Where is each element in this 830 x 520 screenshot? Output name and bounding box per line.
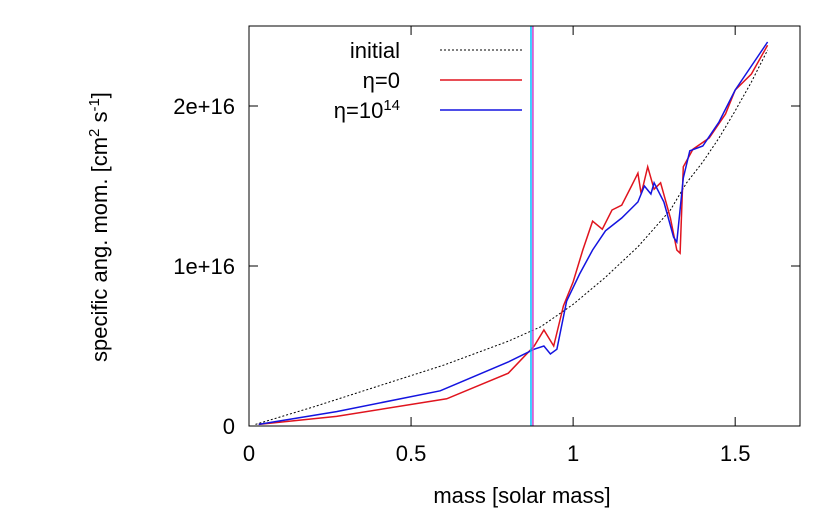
legend-label-text: η=10 [334,98,384,123]
legend-label: initial [350,38,400,63]
y-tick-label: 2e+16 [173,94,235,119]
y-tick-label: 1e+16 [173,254,235,279]
x-axis-label: mass [solar mass] [433,483,610,508]
x-tick-label: 1 [567,441,579,466]
series-line [255,49,769,425]
y-axis-label-part: 2 [86,129,103,137]
series-line [258,44,769,426]
legend-label: η=0 [363,68,400,93]
legend-label-text: η=0 [363,68,400,93]
legend-label-sup: 14 [383,97,400,114]
y-axis-label: specific ang. mom. [cm2 s-1] [86,92,113,362]
plot-frame [248,25,801,427]
y-axis-label-part: ] [87,92,112,98]
x-tick-label: 0 [243,441,255,466]
legend-label: η=1014 [334,97,400,124]
x-tick-label: 1.5 [720,441,751,466]
y-tick-label: 0 [223,414,235,439]
x-tick-label: 0.5 [396,441,427,466]
y-axis-label-part: specific ang. mom. [cm [87,137,112,362]
series-line [258,41,769,426]
legend-label-text: initial [350,38,400,63]
y-axis-label-part: s [87,112,112,129]
y-axis-label-part: -1 [86,98,103,111]
